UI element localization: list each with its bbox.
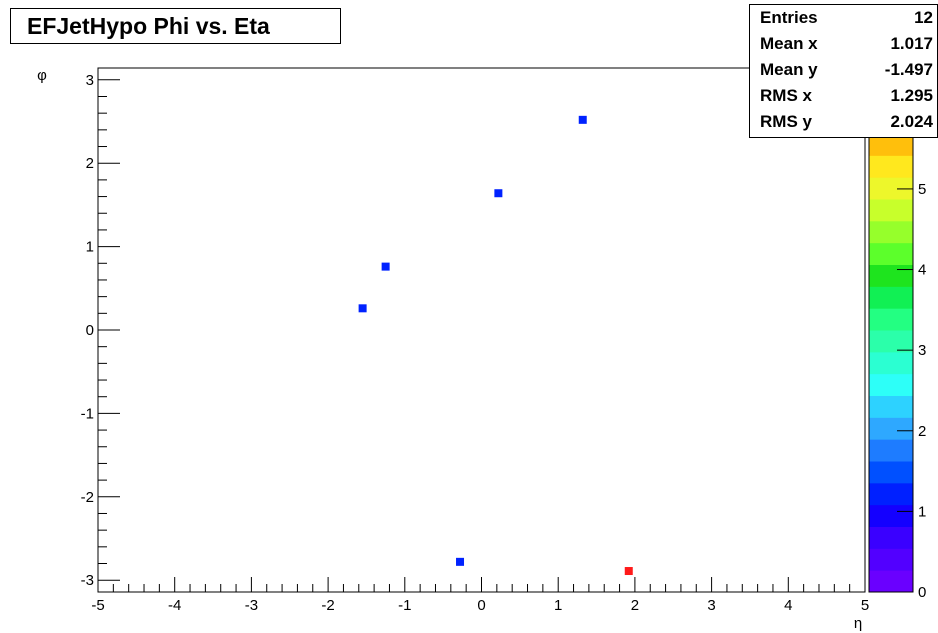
y-tick-label: 0 — [86, 322, 94, 339]
stats-label: Entries — [760, 8, 818, 27]
colorbar-tick-label: 5 — [918, 181, 926, 198]
x-tick-label: 4 — [784, 597, 792, 614]
colorbar-segment — [869, 155, 913, 178]
colorbar-segment — [869, 439, 913, 462]
x-tick-label: 1 — [554, 597, 562, 614]
colorbar: 0123456 — [868, 67, 926, 601]
stats-row-rms-x: RMS x 1.295 — [750, 83, 937, 109]
colorbar-segment — [869, 220, 913, 244]
stats-value: 1.295 — [890, 86, 933, 105]
chart-title: EFJetHypo Phi vs. Eta — [10, 8, 341, 44]
stats-box: Entries 12 Mean x 1.017 Mean y -1.497 RM… — [749, 4, 938, 138]
x-tick-label: -4 — [168, 597, 181, 614]
colorbar-segment — [869, 264, 913, 287]
data-point — [494, 189, 503, 198]
y-tick-label: -1 — [81, 405, 94, 422]
x-tick-label: -5 — [91, 597, 104, 614]
colorbar-segment — [869, 417, 913, 440]
x-tick-label: 0 — [477, 597, 485, 614]
colorbar-tick-label: 4 — [918, 262, 926, 279]
stats-value: 2.024 — [890, 112, 933, 131]
stats-row-rms-y: RMS y 2.024 — [750, 109, 937, 135]
y-tick-label: -3 — [81, 572, 94, 589]
colorbar-segment — [869, 373, 913, 396]
data-point — [456, 557, 465, 566]
stats-value: -1.497 — [884, 60, 933, 79]
colorbar-tick-label: 1 — [918, 503, 926, 520]
colorbar-segment — [869, 570, 913, 593]
stats-value: 1.017 — [890, 34, 933, 53]
data-points — [358, 115, 633, 576]
y-tick-label: -2 — [81, 489, 94, 506]
y-tick-label: 1 — [86, 239, 94, 256]
stats-row-entries: Entries 12 — [750, 5, 937, 31]
colorbar-segment — [869, 177, 913, 200]
colorbar-segment — [869, 351, 913, 375]
data-point — [358, 304, 367, 313]
y-axis-label: φ — [37, 67, 47, 84]
stats-value: 12 — [914, 8, 933, 27]
stats-label: RMS y — [760, 112, 812, 131]
colorbar-segment — [869, 286, 913, 309]
stats-row-mean-x: Mean x 1.017 — [750, 31, 937, 57]
stats-label: Mean y — [760, 60, 818, 79]
colorbar-segment — [869, 242, 913, 265]
colorbar-segment — [869, 330, 913, 353]
data-point — [381, 262, 390, 271]
y-tick-label: 3 — [86, 72, 94, 89]
x-axis-label: η — [854, 615, 862, 632]
axis-ticks: -5 -4 -3 -2 -1 0 1 2 3 4 5 -3 -2 -1 0 1 2 3 — [81, 72, 870, 614]
x-tick-label: 5 — [861, 597, 869, 614]
stats-label: Mean x — [760, 34, 818, 53]
data-point — [624, 567, 633, 576]
stats-row-mean-y: Mean y -1.497 — [750, 57, 937, 83]
x-tick-label: 3 — [707, 597, 715, 614]
plot-frame — [97, 67, 866, 593]
colorbar-tick-label: 3 — [918, 342, 926, 359]
colorbar-segment — [869, 395, 913, 418]
y-tick-label: 2 — [86, 155, 94, 172]
x-tick-label: -2 — [321, 597, 334, 614]
colorbar-segment — [869, 133, 913, 156]
colorbar-segment — [869, 526, 913, 549]
colorbar-segment — [869, 482, 913, 506]
stats-label: RMS x — [760, 86, 812, 105]
x-tick-label: -3 — [245, 597, 258, 614]
colorbar-segment — [869, 308, 913, 331]
colorbar-tick-label: 2 — [918, 423, 926, 440]
data-point — [578, 115, 587, 124]
colorbar-segment — [869, 548, 913, 571]
colorbar-segment — [869, 504, 913, 527]
colorbar-segment — [869, 199, 913, 222]
x-tick-label: -1 — [398, 597, 411, 614]
colorbar-segment — [869, 461, 913, 484]
x-tick-label: 2 — [631, 597, 639, 614]
colorbar-tick-label: 0 — [918, 584, 926, 601]
